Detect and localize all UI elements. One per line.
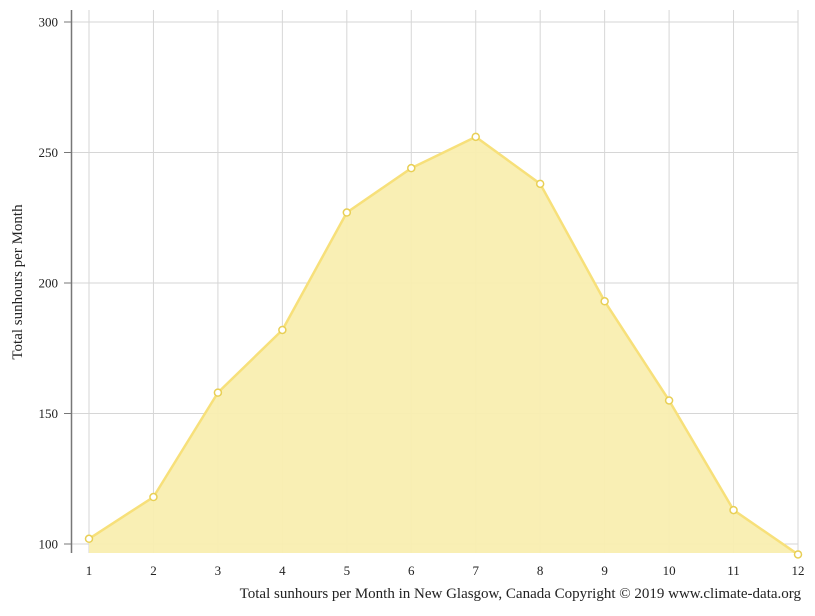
series-area — [89, 136, 798, 555]
y-tick-label: 200 — [39, 276, 59, 291]
data-point — [213, 388, 223, 397]
x-tick-label: 9 — [601, 563, 608, 578]
x-tick-label: 7 — [472, 563, 479, 578]
data-point — [471, 132, 480, 142]
data-point — [84, 534, 94, 544]
y-tick-label: 100 — [39, 537, 59, 552]
y-axis-title: Total sunhours per Month — [10, 204, 26, 360]
x-tick-label: 11 — [727, 563, 740, 578]
x-tick-label: 5 — [344, 563, 351, 578]
data-point — [278, 325, 287, 335]
x-tick-label: 2 — [150, 563, 157, 578]
data-point — [729, 505, 738, 515]
data-point — [793, 550, 803, 559]
data-point — [149, 492, 158, 502]
x-tick-label: 3 — [215, 563, 222, 578]
series-line — [88, 135, 799, 556]
x-tick-label: 8 — [537, 563, 544, 578]
chart-caption: Total sunhours per Month in New Glasgow,… — [240, 586, 802, 602]
data-point — [535, 179, 545, 189]
data-point — [600, 297, 609, 306]
x-tick-label: 10 — [663, 563, 676, 578]
marker-layer — [84, 132, 803, 559]
y-tick-label: 150 — [39, 406, 59, 421]
data-point — [664, 396, 674, 405]
x-tick-label: 4 — [279, 563, 286, 578]
area-layer — [88, 135, 799, 556]
y-tick-label: 250 — [39, 145, 59, 160]
x-tick-label: 12 — [792, 563, 805, 578]
x-tick-label: 1 — [86, 563, 93, 578]
data-point — [342, 208, 352, 217]
data-point — [407, 163, 416, 173]
axis-layer — [64, 10, 73, 553]
y-tick-label: 300 — [39, 15, 59, 30]
x-tick-label: 6 — [408, 563, 415, 578]
